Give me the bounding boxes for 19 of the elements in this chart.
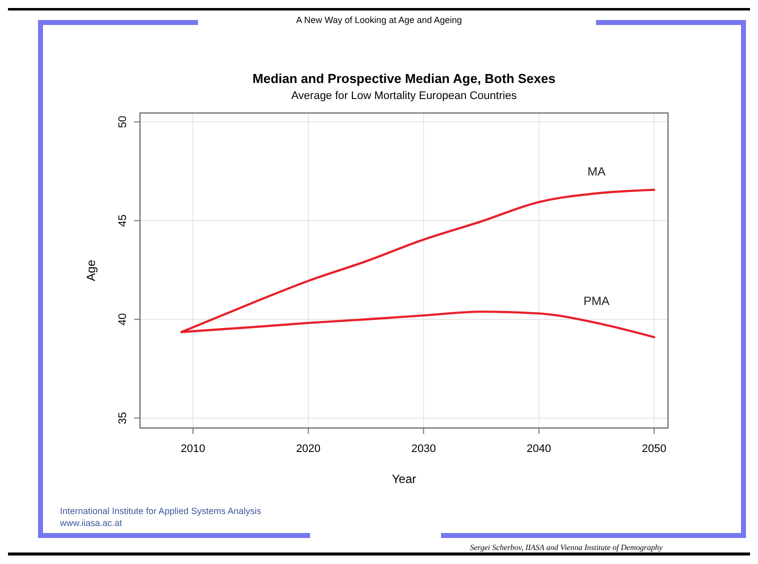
text: International Institute for Applied Systems Analysis [60, 506, 262, 516]
text: A New Way of Looking at Age and Ageing [296, 15, 462, 25]
x-axis-title: Year [392, 472, 416, 486]
x-tick-label: 2020 [296, 443, 321, 455]
chart-subtitle: Average for Low Mortality European Countries [291, 90, 518, 102]
text: www.iiasa.ac.at [59, 518, 123, 528]
series-label: MA [588, 164, 606, 178]
chart-title: Median and Prospective Median Age, Both Sexes [252, 71, 556, 86]
y-tick-label: 45 [117, 214, 129, 227]
x-tick-label: 2030 [411, 443, 436, 455]
text: Sergei Scherbov, IIASA and Vienna Institute of Demography [470, 543, 663, 552]
x-tick-label: 2050 [642, 443, 666, 455]
series-label: PMA [584, 294, 610, 308]
y-tick-label: 50 [117, 116, 129, 128]
x-tick-label: 2010 [180, 443, 206, 455]
y-tick-label: 40 [117, 313, 129, 326]
y-tick-label: 35 [117, 412, 129, 424]
y-axis-title: Age [84, 260, 98, 282]
x-tick-label: 2040 [526, 443, 552, 455]
